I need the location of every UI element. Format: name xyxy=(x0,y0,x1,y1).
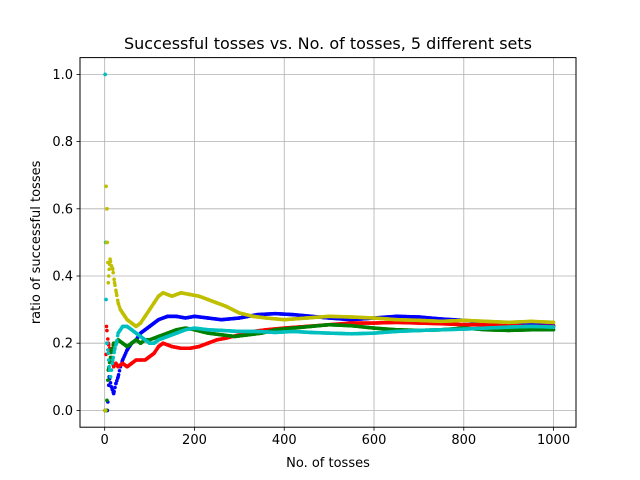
x-axis-label: No. of tosses xyxy=(286,456,370,471)
series-marker xyxy=(110,361,115,366)
series-marker xyxy=(116,372,121,377)
series-marker xyxy=(106,274,111,278)
ticks: 0 200 400 600 800 1000 0.0 0.2 0.4 0.6 0.8 1.0 xyxy=(52,68,570,448)
chart-title: Successful tosses vs. No. of tosses, 5 d… xyxy=(124,34,532,53)
x-tick-label: 0 xyxy=(101,433,109,448)
series-marker xyxy=(113,385,117,390)
series-marker xyxy=(111,355,116,360)
x-tick-label: 1000 xyxy=(537,433,570,448)
series-marker xyxy=(113,346,117,351)
x-tick-label: 600 xyxy=(362,433,387,448)
data-point xyxy=(106,280,111,285)
series-marker xyxy=(112,350,116,355)
x-tick-label: 800 xyxy=(451,433,476,448)
series-marker xyxy=(103,72,107,77)
series-marker xyxy=(106,337,110,341)
data-layer xyxy=(103,72,556,413)
series-marker xyxy=(108,375,113,379)
y-axis-label: ratio of successful tosses xyxy=(29,160,44,324)
grid xyxy=(80,57,576,428)
series-marker xyxy=(113,283,117,288)
y-tick-label: 0.8 xyxy=(52,135,73,150)
series-marker xyxy=(106,378,110,382)
series-marker xyxy=(105,341,109,346)
series-marker xyxy=(115,376,120,380)
series-marker xyxy=(117,368,122,373)
series-marker xyxy=(112,389,116,394)
series-marker xyxy=(109,368,114,372)
series-marker xyxy=(115,298,120,303)
y-tick-label: 0.0 xyxy=(52,404,73,419)
y-tick-label: 0.4 xyxy=(52,270,73,285)
series-marker xyxy=(110,266,115,270)
series-marker xyxy=(105,328,109,333)
series-marker xyxy=(108,381,113,385)
data-point xyxy=(107,267,111,272)
series-marker xyxy=(104,184,108,189)
series-marker xyxy=(551,325,555,329)
data-point xyxy=(106,351,111,356)
data-point xyxy=(107,364,111,369)
series-4 xyxy=(103,72,556,379)
series-marker xyxy=(106,358,111,362)
plot-frame xyxy=(79,57,577,428)
data-point xyxy=(104,324,109,329)
series-marker xyxy=(105,207,109,211)
y-tick-label: 0.6 xyxy=(52,202,73,217)
data-point xyxy=(105,240,110,245)
series-5 xyxy=(103,184,556,413)
series-marker xyxy=(109,350,114,355)
series-marker xyxy=(115,338,119,343)
series-marker xyxy=(105,398,109,403)
series-marker xyxy=(551,320,555,325)
y-tick-label: 1.0 xyxy=(52,68,73,83)
series-marker xyxy=(114,288,118,293)
x-tick-label: 400 xyxy=(272,433,297,448)
series-marker xyxy=(115,333,120,338)
series-marker xyxy=(103,408,107,413)
series-marker xyxy=(106,348,110,352)
series-marker xyxy=(115,293,119,298)
series-marker xyxy=(112,277,116,282)
series-marker xyxy=(111,270,116,275)
x-tick-label: 200 xyxy=(182,433,207,448)
series-marker xyxy=(104,297,108,302)
series-marker xyxy=(108,259,113,264)
series-marker xyxy=(108,355,113,360)
y-tick-label: 0.2 xyxy=(52,337,73,352)
series-marker xyxy=(551,327,555,332)
series-marker xyxy=(114,343,118,347)
